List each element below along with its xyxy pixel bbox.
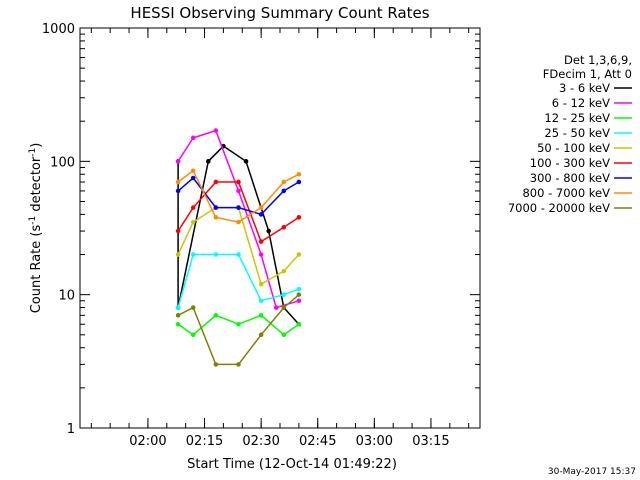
series-point [281,268,287,274]
series-point [258,313,264,318]
y-axis-label-part: ) [29,143,44,148]
x-tick-label: 03:15 [412,434,449,449]
x-tick-label: 02:45 [299,434,336,449]
y-axis-ticks: 1 10 100 1000 [42,22,480,437]
series-point [206,159,211,164]
legend-entry-label: 25 - 50 keV [544,126,610,140]
series-point [258,332,264,338]
series-point [266,228,271,234]
x-axis-ticks: 02:00 02:15 02:30 02:45 03:00 03:15 [90,28,470,449]
series-point [190,168,196,174]
legend-entry-label: 7000 - 20000 keV [508,201,610,215]
series-point [236,362,241,367]
series-point [175,228,181,234]
legend-header: Det 1,3,6,9, [564,53,632,67]
series-point [243,159,249,164]
legend-header: FDecim 1, Att 0 [543,67,632,81]
series-point [236,321,241,327]
x-tick-label: 02:15 [186,434,223,449]
series-point [190,175,196,181]
series-point [175,305,181,310]
x-tick-label: 03:00 [356,434,393,449]
y-axis-label-sup: -1 [28,148,38,157]
series-point [258,212,264,217]
x-axis-label: Start Time (12-Oct-14 01:49:22) [187,457,397,472]
series-point [258,298,264,304]
y-axis-label: Count Rate (s-1 detector-1) [28,143,44,314]
chart-title: HESSI Observing Summary Count Rates [130,4,429,22]
series-point [236,188,241,194]
series-point [273,305,279,310]
series-point [296,286,302,292]
legend-entry-label: 6 - 12 keV [552,96,610,110]
y-tick-label: 1000 [42,22,75,37]
series-point [258,281,264,287]
series-point [258,252,264,257]
legend-entry-label: 300 - 800 keV [530,171,610,185]
series-point [281,188,287,194]
y-tick-label: 1 [67,422,75,437]
series-point [190,205,196,210]
series-point [175,159,181,164]
series-point [258,205,264,210]
y-tick-label: 100 [50,155,75,170]
series-point [296,215,302,220]
series-point [213,215,219,220]
series-point [190,332,196,338]
series-point [213,179,219,185]
series-point [213,252,219,257]
series-point [190,219,196,225]
y-tick-label: 10 [58,289,75,304]
series-point [175,252,181,257]
series-point [281,179,287,185]
series-point [190,305,196,310]
series-point [175,321,181,327]
series-point [213,205,219,210]
series-point [236,219,241,225]
series-point [281,305,287,310]
legend-entry-label: 800 - 7000 keV [522,186,610,200]
series-point [213,128,219,133]
series-point [236,252,241,257]
series-point [296,171,302,177]
series-point [190,252,196,257]
series-point [296,321,302,327]
series-point [281,292,287,297]
series-point [175,313,181,318]
series-point [213,313,219,318]
x-tick-label: 02:30 [242,434,279,449]
y-axis-label-part: detector [29,156,44,216]
legend-entry-label: 100 - 300 keV [530,156,610,170]
footer-timestamp: 30-May-2017 15:37 [548,467,636,477]
series-point [296,292,302,297]
series-point [175,179,181,185]
legend-entry-label: 3 - 6 keV [559,81,610,95]
legend-entry-label: 50 - 100 keV [537,141,610,155]
series-point [213,362,219,367]
legend-entry-label: 12 - 25 keV [544,111,610,125]
series-point [236,205,241,210]
y-axis-label-part: Count Rate (s [29,225,44,314]
y-axis-label-sup: -1 [28,216,38,225]
series-point [190,135,196,141]
series-point [296,298,302,304]
series-point [258,239,264,244]
series-point [236,179,241,185]
series-point [296,179,302,185]
plot-area [175,128,302,367]
series-point [281,332,287,338]
series-point [281,225,287,230]
series-point [296,252,302,257]
series-point [175,188,181,194]
x-tick-label: 02:00 [129,434,166,449]
